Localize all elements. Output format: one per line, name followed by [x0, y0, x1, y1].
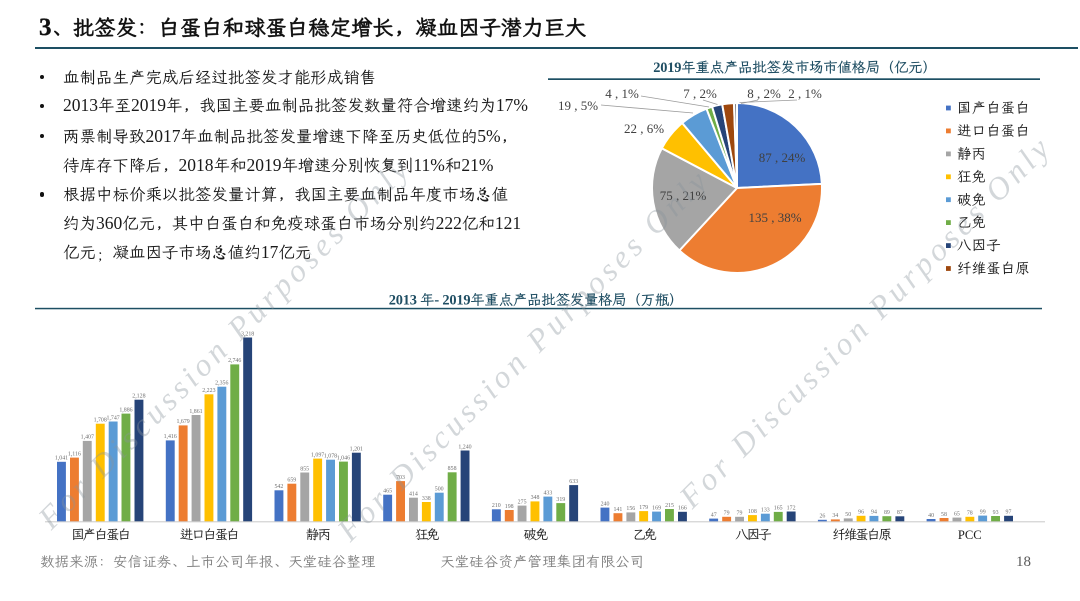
- svg-text:99: 99: [980, 509, 986, 515]
- svg-text:210: 210: [492, 503, 501, 509]
- svg-text:65: 65: [954, 511, 960, 517]
- svg-text:26: 26: [819, 514, 825, 520]
- svg-text:275: 275: [518, 499, 527, 505]
- svg-text:4 , 1%: 4 , 1%: [605, 86, 639, 101]
- svg-text:2019年重点产品批签发市场市值格局（亿元）: 2019年重点产品批签发市场市值格局（亿元）: [653, 60, 936, 76]
- svg-text:338: 338: [422, 496, 431, 502]
- svg-text:7 , 2%: 7 , 2%: [683, 86, 717, 101]
- svg-text:1,747: 1,747: [106, 415, 119, 421]
- svg-text:97: 97: [1006, 510, 1012, 516]
- svg-text:215: 215: [665, 503, 674, 509]
- svg-text:1,679: 1,679: [176, 419, 189, 425]
- svg-text:2,223: 2,223: [202, 388, 215, 394]
- svg-text:858: 858: [448, 466, 457, 472]
- svg-text:静丙: 静丙: [305, 525, 330, 543]
- svg-text:PCC: PCC: [958, 528, 982, 542]
- svg-text:8 , 2%: 8 , 2%: [747, 86, 781, 101]
- svg-text:156: 156: [626, 506, 635, 512]
- svg-text:2013 年- 2019年重点产品批签发量格局（万瓶）: 2013 年- 2019年重点产品批签发量格局（万瓶）: [389, 293, 683, 309]
- svg-text:19 , 5%: 19 , 5%: [558, 98, 598, 113]
- svg-text:1,116: 1,116: [68, 451, 81, 457]
- svg-text:1,861: 1,861: [189, 409, 202, 415]
- svg-text:34: 34: [832, 513, 838, 519]
- svg-text:纤维蛋白原: 纤维蛋白原: [832, 525, 891, 543]
- svg-text:1,046: 1,046: [337, 455, 350, 461]
- svg-text:47: 47: [711, 512, 717, 518]
- svg-text:1,886: 1,886: [119, 407, 132, 413]
- svg-text:433: 433: [543, 490, 552, 496]
- svg-text:703: 703: [396, 475, 405, 481]
- svg-text:108: 108: [748, 509, 757, 515]
- svg-text:乙免: 乙免: [957, 213, 986, 232]
- svg-text:破免: 破免: [957, 190, 986, 209]
- svg-text:855: 855: [300, 466, 309, 472]
- svg-text:133: 133: [761, 508, 770, 514]
- svg-text:96: 96: [858, 510, 864, 516]
- svg-text:1,416: 1,416: [164, 434, 177, 440]
- svg-text:1,078: 1,078: [324, 454, 337, 460]
- svg-text:198: 198: [505, 504, 514, 510]
- svg-text:2,356: 2,356: [215, 381, 228, 387]
- svg-text:348: 348: [531, 495, 540, 501]
- svg-text:87 , 24%: 87 , 24%: [759, 150, 806, 165]
- svg-text:166: 166: [678, 506, 687, 512]
- svg-text:八因子: 八因子: [735, 525, 771, 543]
- svg-text:93: 93: [993, 510, 999, 516]
- svg-text:179: 179: [639, 505, 648, 511]
- svg-text:465: 465: [383, 489, 392, 495]
- svg-text:破免: 破免: [523, 525, 548, 543]
- svg-text:18: 18: [1016, 554, 1031, 570]
- svg-text:89: 89: [884, 510, 890, 516]
- svg-text:633: 633: [569, 479, 578, 485]
- svg-text:40: 40: [928, 513, 934, 519]
- svg-text:1,708: 1,708: [94, 418, 107, 424]
- svg-text:414: 414: [409, 492, 418, 498]
- svg-text:240: 240: [601, 501, 610, 507]
- svg-text:79: 79: [724, 511, 730, 517]
- svg-text:2,128: 2,128: [132, 394, 145, 400]
- svg-text:八因子: 八因子: [957, 236, 1001, 255]
- svg-text:141: 141: [613, 507, 622, 513]
- svg-text:22 , 6%: 22 , 6%: [624, 121, 664, 136]
- svg-text:58: 58: [941, 512, 947, 518]
- svg-text:1,201: 1,201: [350, 447, 363, 453]
- svg-text:静丙: 静丙: [957, 145, 986, 164]
- svg-text:纤维蛋白原: 纤维蛋白原: [957, 259, 1030, 278]
- svg-text:1,240: 1,240: [458, 444, 471, 450]
- svg-text:319: 319: [556, 497, 565, 503]
- svg-text:500: 500: [435, 487, 444, 493]
- svg-text:1,407: 1,407: [81, 435, 94, 441]
- svg-text:79: 79: [737, 511, 743, 517]
- svg-text:165: 165: [774, 506, 783, 512]
- svg-text:进口白蛋白: 进口白蛋白: [180, 525, 238, 543]
- svg-text:狂免: 狂免: [415, 525, 440, 543]
- svg-text:87: 87: [897, 510, 903, 516]
- svg-text:1,097: 1,097: [311, 452, 324, 458]
- svg-text:天堂硅谷资产管理集团有限公司: 天堂硅谷资产管理集团有限公司: [440, 553, 644, 572]
- svg-text:75 , 21%: 75 , 21%: [660, 188, 707, 203]
- svg-text:国产白蛋白: 国产白蛋白: [957, 99, 1030, 118]
- svg-text:542: 542: [274, 484, 283, 490]
- svg-text:172: 172: [787, 505, 796, 511]
- svg-text:1,041: 1,041: [55, 456, 68, 462]
- svg-text:94: 94: [871, 510, 877, 516]
- svg-text:78: 78: [967, 511, 973, 517]
- svg-text:狂免: 狂免: [957, 167, 986, 186]
- svg-text:数据来源：安信证券、上市公司年报、天堂硅谷整理: 数据来源： 安信证券、 上市公司年报、 天堂硅谷整理: [40, 553, 376, 576]
- svg-text:3,218: 3,218: [241, 331, 254, 337]
- svg-text:169: 169: [652, 505, 661, 511]
- svg-text:2 , 1%: 2 , 1%: [788, 86, 822, 101]
- svg-text:国产白蛋白: 国产白蛋白: [71, 525, 129, 543]
- svg-text:659: 659: [287, 478, 296, 484]
- svg-text:进口白蛋白: 进口白蛋白: [957, 122, 1030, 141]
- svg-text:50: 50: [845, 512, 851, 518]
- svg-text:2,746: 2,746: [228, 358, 241, 364]
- svg-text:乙免: 乙免: [632, 525, 657, 543]
- svg-text:135 , 38%: 135 , 38%: [748, 210, 801, 225]
